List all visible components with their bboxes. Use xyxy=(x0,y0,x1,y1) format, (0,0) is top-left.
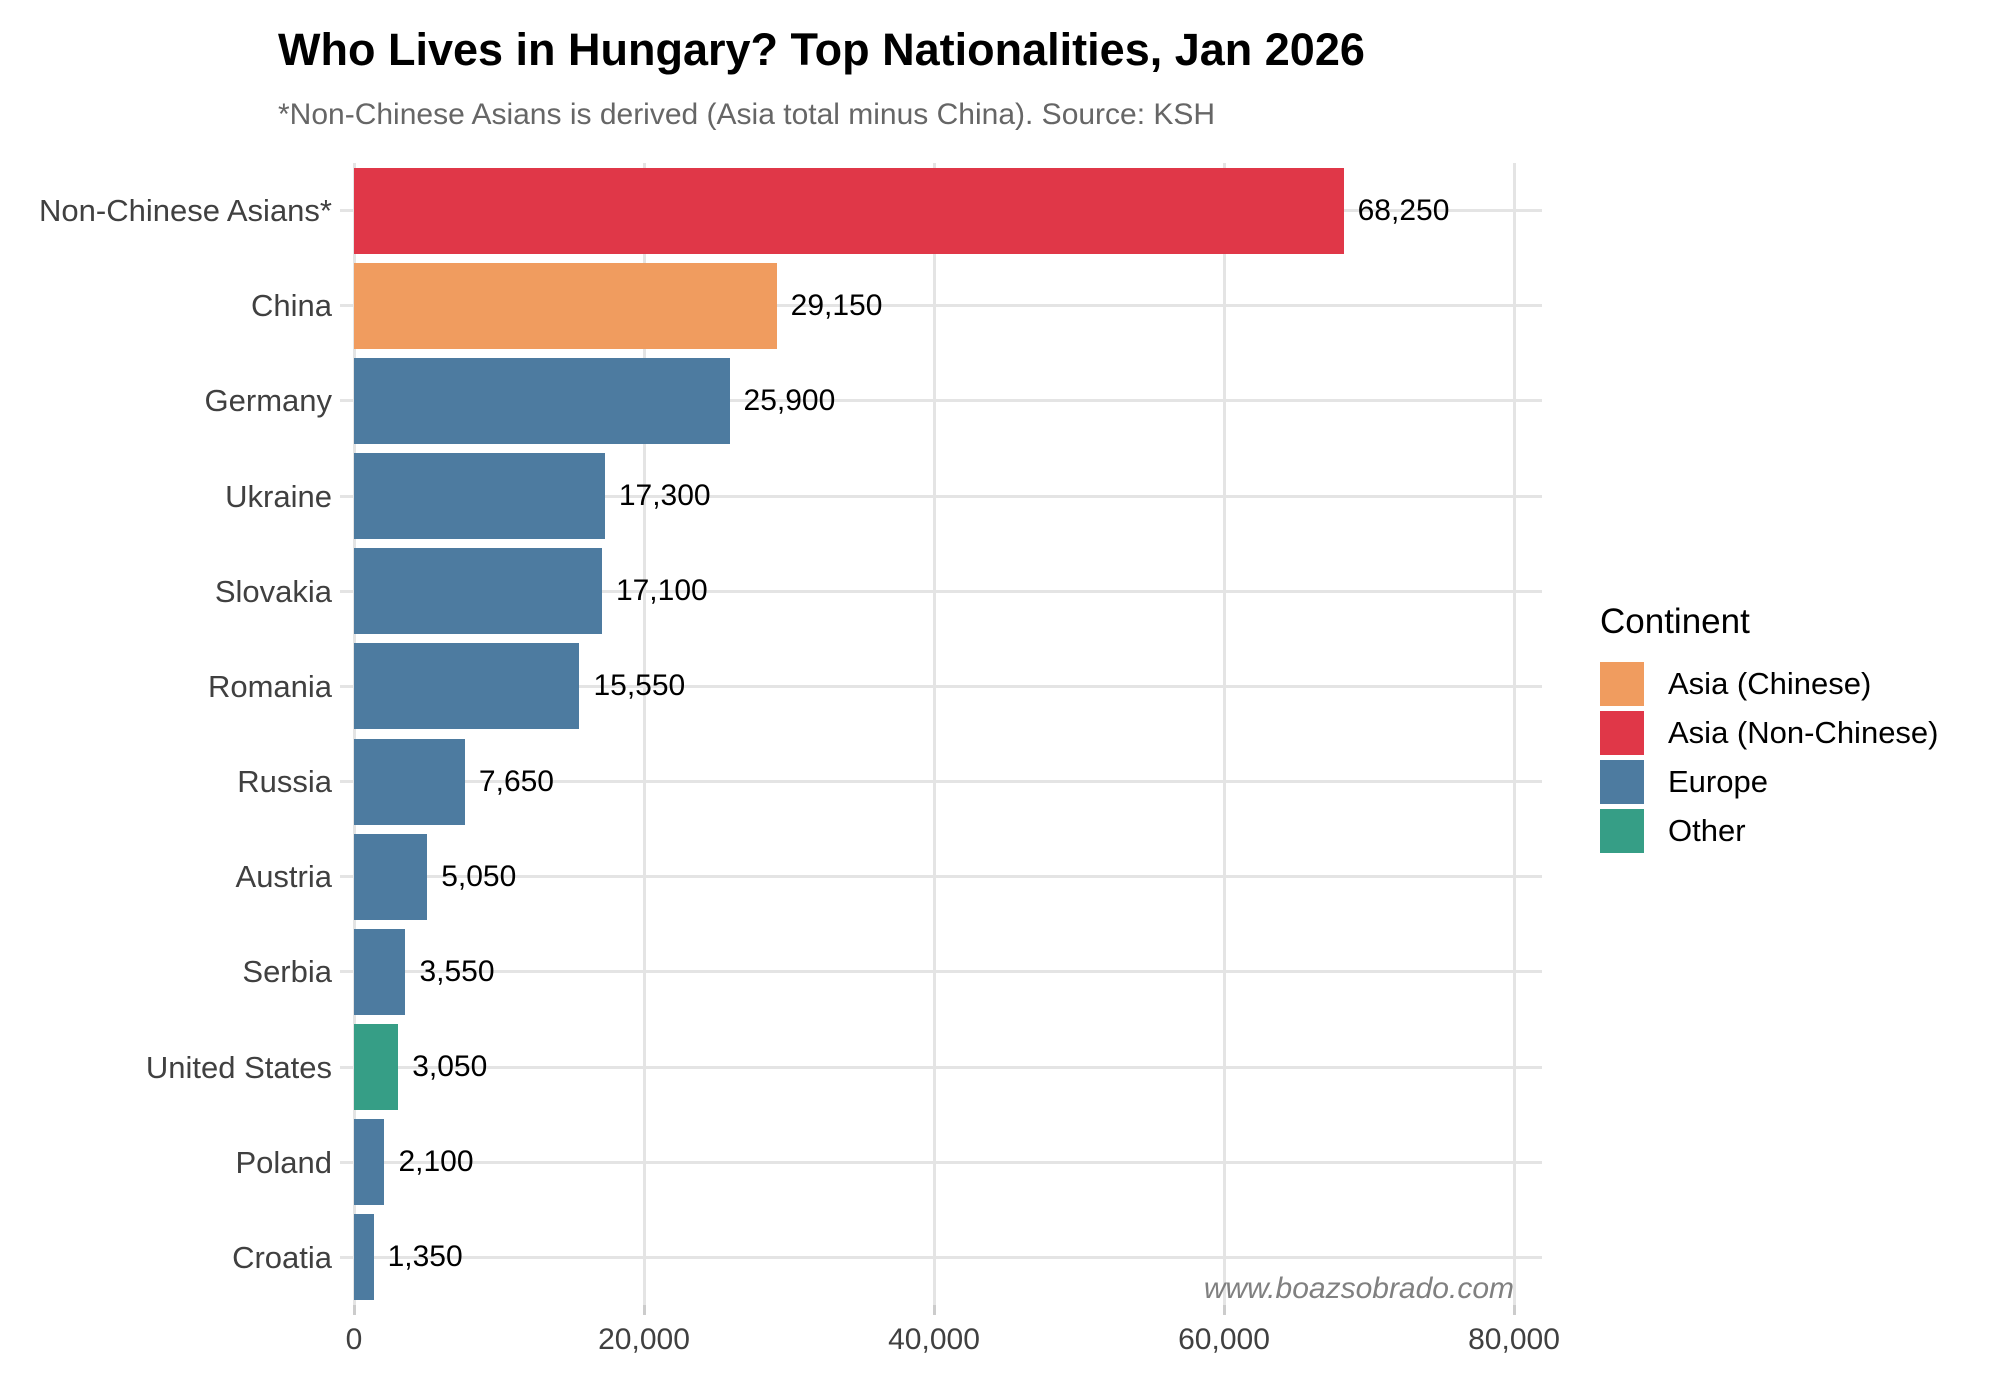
x-axis-tick-label-60000: 60,000 xyxy=(1178,1323,1270,1356)
bar-romania xyxy=(354,643,580,730)
gridline-y-romania xyxy=(340,684,1542,688)
gridline-x-40000 xyxy=(932,163,936,1305)
x-axis-tick-20000 xyxy=(642,1305,646,1315)
bar-china xyxy=(354,262,777,349)
legend-label-europe: Europe xyxy=(1668,764,1768,799)
gridline-y-united-states xyxy=(340,1065,1542,1069)
bar-slovakia xyxy=(354,548,602,635)
legend-swatch-other xyxy=(1600,809,1644,853)
category-label-ukraine: Ukraine xyxy=(225,478,332,514)
category-label-serbia: Serbia xyxy=(242,954,332,990)
bar-germany xyxy=(354,357,730,444)
bar-austria xyxy=(354,833,428,920)
gridline-x-80000 xyxy=(1512,163,1516,1305)
legend-entry-asia-non-chinese: Asia (Non-Chinese) xyxy=(1600,711,1980,755)
gridline-x-60000 xyxy=(1222,163,1226,1305)
gridline-y-ukraine xyxy=(340,494,1542,498)
bar-serbia xyxy=(354,928,406,1015)
category-label-croatia: Croatia xyxy=(232,1239,332,1275)
x-axis-tick-label-0: 0 xyxy=(345,1323,363,1356)
bar-poland xyxy=(354,1119,385,1206)
legend-entry-other: Other xyxy=(1600,809,1980,853)
value-label-united-states: 3,050 xyxy=(412,1050,488,1084)
category-label-austria: Austria xyxy=(235,859,332,895)
legend-label-other: Other xyxy=(1668,813,1746,848)
legend-title: Continent xyxy=(1600,602,1750,641)
gridline-x-20000 xyxy=(642,163,646,1305)
x-axis-tick-label-80000: 80,000 xyxy=(1468,1323,1560,1356)
bar-croatia xyxy=(354,1214,374,1301)
chart-subtitle: *Non-Chinese Asians is derived (Asia tot… xyxy=(278,98,1216,131)
plot-panel: 68,250 29,150 25,900 17,300 17,100 15,550 7,65… xyxy=(340,163,1542,1305)
legend-swatch-europe xyxy=(1600,760,1644,804)
value-label-austria: 5,050 xyxy=(441,859,517,893)
x-axis-tick-label-20000: 20,000 xyxy=(598,1323,690,1356)
category-label-united-states: United States xyxy=(145,1049,332,1085)
gridline-y-slovakia xyxy=(340,589,1542,593)
gridline-y-serbia xyxy=(340,970,1542,974)
value-label-ukraine: 17,300 xyxy=(618,479,711,513)
category-label-non-chinese-asians: Non-Chinese Asians* xyxy=(39,193,332,228)
legend-entry-asia-chinese: Asia (Chinese) xyxy=(1600,662,1980,706)
value-label-russia: 7,650 xyxy=(478,764,554,798)
bar-ukraine xyxy=(354,453,605,540)
legend-swatch-asia-chinese xyxy=(1600,662,1644,706)
gridline-y-austria xyxy=(340,875,1542,879)
y-axis-category-labels: Non-Chinese Asians* China Germany Ukraine Sl… xyxy=(0,163,332,1305)
x-axis-tick-40000 xyxy=(932,1305,936,1315)
legend-entry-europe: Europe xyxy=(1600,760,1980,804)
legend-entries: Asia (Chinese) Asia (Non-Chinese) Europe Ot… xyxy=(1600,662,1980,853)
watermark: www.boazsobrado.com xyxy=(1203,1272,1514,1305)
category-label-russia: Russia xyxy=(237,764,332,799)
value-label-china: 29,150 xyxy=(790,288,883,322)
value-label-non-chinese-asians: 68,250 xyxy=(1357,193,1450,227)
value-label-slovakia: 17,100 xyxy=(615,574,708,608)
value-label-germany: 25,900 xyxy=(743,383,836,417)
gridline-y-croatia xyxy=(340,1255,1542,1259)
x-axis-tick-0 xyxy=(352,1305,356,1315)
category-label-slovakia: Slovakia xyxy=(214,573,332,609)
category-label-china: China xyxy=(251,288,332,324)
x-axis-tick-60000 xyxy=(1222,1305,1226,1315)
chart-title: Who Lives in Hungary? Top Nationalities,… xyxy=(278,24,1365,75)
gridline-y-russia xyxy=(340,780,1542,784)
x-axis: 0 20,000 40,000 60,000 80,000 xyxy=(340,1305,1560,1395)
bar-non-chinese-asians xyxy=(354,167,1344,254)
x-axis-tick-label-40000: 40,000 xyxy=(888,1323,980,1356)
legend-label-asia-chinese: Asia (Chinese) xyxy=(1668,666,1872,701)
gridline-x-0 xyxy=(352,163,356,1305)
legend-label-asia-non-chinese: Asia (Non-Chinese) xyxy=(1668,715,1939,750)
category-label-poland: Poland xyxy=(235,1144,332,1180)
gridline-y-china xyxy=(340,304,1542,308)
category-label-romania: Romania xyxy=(207,668,332,704)
category-label-germany: Germany xyxy=(204,383,332,419)
bar-russia xyxy=(354,738,465,825)
gridline-y-poland xyxy=(340,1160,1542,1164)
legend: Continent Asia (Chinese) Asia (Non-Chines… xyxy=(1600,602,1980,858)
value-label-serbia: 3,550 xyxy=(419,954,495,988)
gridline-y-germany xyxy=(340,399,1542,403)
legend-swatch-asia-non-chinese xyxy=(1600,711,1644,755)
bar-united-states xyxy=(354,1024,399,1111)
value-label-croatia: 1,350 xyxy=(387,1240,463,1274)
value-label-poland: 2,100 xyxy=(398,1145,474,1179)
x-axis-tick-80000 xyxy=(1512,1305,1516,1315)
value-label-romania: 15,550 xyxy=(593,669,686,703)
